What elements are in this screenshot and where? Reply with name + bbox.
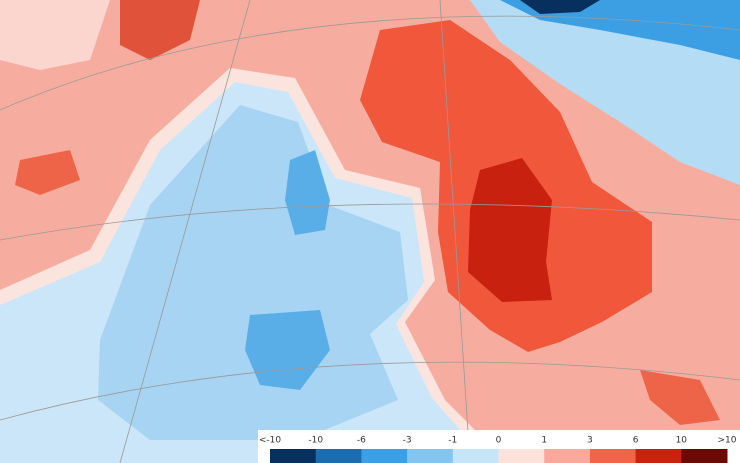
cooler-zone (98, 105, 408, 440)
warm-patch-se (640, 370, 720, 425)
iberia-cold (245, 310, 330, 390)
graticule-line (0, 203, 740, 241)
legend-label: -3 (403, 436, 412, 446)
uk-cold (285, 150, 330, 235)
legend-swatch (544, 449, 591, 463)
pale-patch (0, 0, 110, 70)
warm-patch (15, 150, 80, 195)
legend-swatch (361, 449, 408, 463)
legend-label: 3 (587, 436, 593, 446)
legend-swatch (681, 449, 728, 463)
legend-label: >10 (718, 436, 737, 446)
north-coldest (520, 0, 600, 14)
legend-label: 10 (676, 436, 688, 446)
legend-label: -6 (357, 436, 366, 446)
graticule-line (0, 361, 740, 421)
graticule-line (439, 0, 471, 463)
greenland-warm (120, 0, 200, 60)
legend-swatch (407, 449, 454, 463)
graticule-line (119, 0, 251, 463)
legend-swatch (452, 449, 499, 463)
legend-swatch (315, 449, 362, 463)
north-cool (470, 0, 740, 185)
legend-label: 6 (633, 436, 639, 446)
legend-swatch (498, 449, 545, 463)
legend-swatch (635, 449, 682, 463)
legend-label: 0 (496, 436, 502, 446)
legend-label: -10 (308, 436, 323, 446)
hot-zone (468, 158, 552, 302)
legend-label: 1 (541, 436, 547, 446)
legend-label: -1 (448, 436, 457, 446)
legend-swatch (589, 449, 637, 463)
graticule-line (0, 15, 740, 111)
north-cold (500, 0, 740, 60)
legend: <-10 -10 -6 -3 -1 0 1 3 6 10 >10 (259, 436, 737, 463)
legend-swatch (270, 449, 317, 463)
legend-label: <-10 (259, 436, 282, 446)
